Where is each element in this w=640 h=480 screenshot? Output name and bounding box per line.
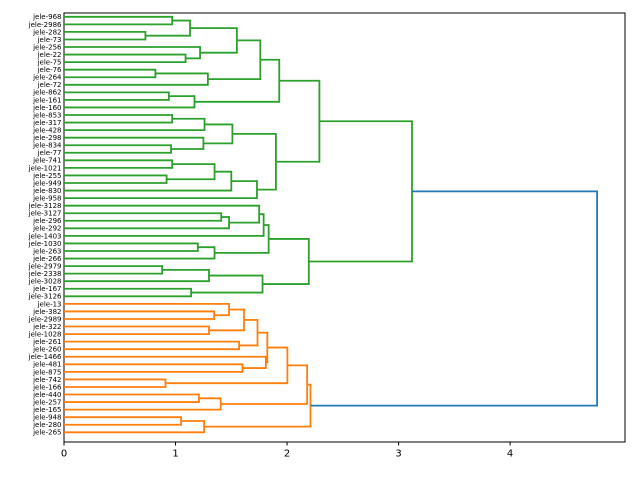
leaf-label: jele-2979 bbox=[28, 262, 62, 270]
leaf-label: jele-292 bbox=[32, 225, 61, 233]
leaf-label: jele-382 bbox=[32, 308, 61, 316]
leaf-label: jele-948 bbox=[32, 414, 61, 422]
leaf-label: jele-76 bbox=[37, 66, 62, 74]
leaf-label: jele-317 bbox=[32, 119, 61, 127]
leaf-label: jele-73 bbox=[37, 36, 62, 44]
leaf-label: jele-167 bbox=[32, 285, 61, 293]
x-tick-label: 4 bbox=[507, 449, 513, 460]
leaf-label: jele-22 bbox=[37, 51, 62, 59]
leaf-label: jele-77 bbox=[37, 149, 62, 157]
leaf-label: jele-265 bbox=[32, 429, 61, 437]
leaf-label: jele-3128 bbox=[28, 202, 62, 210]
leaf-label: jele-322 bbox=[32, 323, 61, 331]
leaf-label: jele-3028 bbox=[28, 278, 62, 286]
x-tick-label: 2 bbox=[284, 449, 290, 460]
leaf-label: jele-263 bbox=[32, 247, 61, 255]
leaf-label: jele-742 bbox=[32, 376, 61, 384]
leaf-label: jele-166 bbox=[32, 383, 62, 391]
leaf-label: jele-949 bbox=[32, 179, 61, 187]
leaf-label: jele-440 bbox=[32, 391, 61, 399]
leaf-label: jele-428 bbox=[32, 127, 61, 135]
leaf-label: jele-257 bbox=[32, 398, 61, 406]
leaf-label: jele-255 bbox=[32, 172, 61, 180]
leaf-label: jele-256 bbox=[32, 43, 62, 51]
x-tick-label: 1 bbox=[172, 449, 178, 460]
leaf-label: jele-875 bbox=[32, 368, 61, 376]
leaf-label: jele-958 bbox=[32, 195, 61, 203]
leaf-label: jele-830 bbox=[32, 187, 61, 195]
leaf-label: jele-1021 bbox=[28, 164, 62, 172]
leaf-label: jele-2989 bbox=[28, 315, 62, 323]
leaf-label: jele-280 bbox=[32, 421, 61, 429]
leaf-label: jele-834 bbox=[32, 142, 62, 150]
leaf-label: jele-260 bbox=[32, 346, 61, 354]
x-tick-label: 3 bbox=[395, 449, 401, 460]
leaf-label: jele-3126 bbox=[28, 293, 62, 301]
leaf-label: jele-72 bbox=[37, 81, 62, 89]
leaf-label: jele-741 bbox=[32, 157, 61, 165]
leaf-label: jele-264 bbox=[32, 74, 62, 82]
leaf-label: jele-853 bbox=[32, 111, 61, 119]
leaf-label: jele-266 bbox=[32, 255, 62, 263]
leaf-label: jele-968 bbox=[32, 13, 61, 21]
leaf-label: jele-298 bbox=[32, 134, 61, 142]
leaf-label: jele-75 bbox=[37, 59, 62, 67]
leaf-label: jele-1028 bbox=[28, 330, 62, 338]
leaf-label: jele-160 bbox=[32, 104, 61, 112]
leaf-label: jele-481 bbox=[32, 361, 61, 369]
leaf-label: jele-282 bbox=[32, 28, 61, 36]
leaf-label: jele-1403 bbox=[28, 232, 62, 240]
leaf-label: jele-1030 bbox=[28, 240, 62, 248]
leaf-label: jele-261 bbox=[32, 338, 61, 346]
leaf-label: jele-3127 bbox=[28, 210, 62, 218]
leaf-label: jele-13 bbox=[37, 300, 62, 308]
leaf-label: jele-161 bbox=[32, 96, 61, 104]
leaf-label: jele-165 bbox=[32, 406, 61, 414]
leaf-label: jele-2986 bbox=[28, 21, 62, 29]
leaf-label: jele-1466 bbox=[28, 353, 62, 361]
x-tick-label: 0 bbox=[61, 449, 67, 460]
leaf-label: jele-862 bbox=[32, 89, 61, 97]
leaf-label: jele-296 bbox=[32, 217, 62, 225]
leaf-label: jele-2338 bbox=[28, 270, 62, 278]
